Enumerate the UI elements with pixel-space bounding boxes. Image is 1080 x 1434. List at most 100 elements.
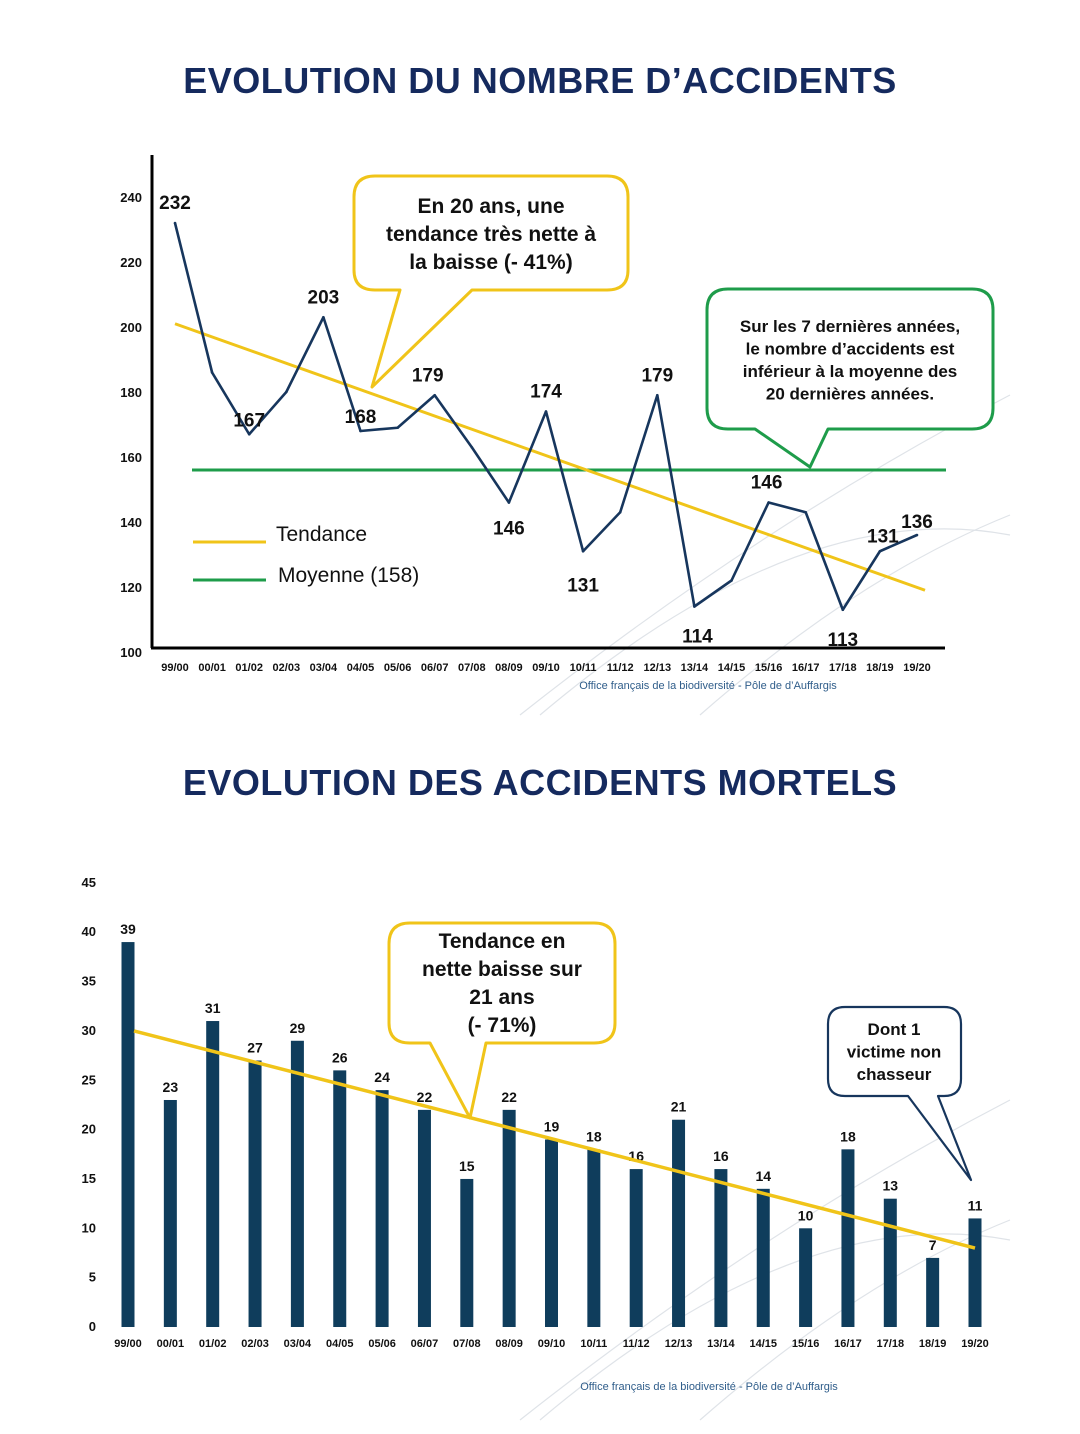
data-point xyxy=(544,410,548,413)
x-tick-label: 08/09 xyxy=(495,662,523,674)
y-tick-label: 35 xyxy=(82,974,96,989)
bar xyxy=(375,1090,389,1327)
x-tick-label: 00/01 xyxy=(157,1338,185,1350)
bar xyxy=(502,1109,516,1327)
data-point xyxy=(693,605,696,608)
data-point xyxy=(285,390,288,394)
bar xyxy=(206,1021,220,1327)
bar-value-label: 18 xyxy=(586,1128,602,1144)
source-note: Office français de la biodiversité - Pôl… xyxy=(580,1381,838,1393)
bar xyxy=(841,1149,855,1327)
bar-value-label: 19 xyxy=(544,1118,560,1134)
bar-value-label: 22 xyxy=(417,1089,433,1105)
x-tick-label: 09/10 xyxy=(538,1338,566,1350)
callout-note-box xyxy=(826,1005,973,1182)
bar-value-label: 24 xyxy=(374,1069,390,1085)
bar-value-label: 7 xyxy=(929,1237,937,1253)
callout-note-text: victime non xyxy=(847,1043,941,1062)
x-tick-label: 12/13 xyxy=(665,1338,693,1350)
bar-value-label: 18 xyxy=(840,1128,856,1144)
data-label: 131 xyxy=(567,575,599,596)
x-tick-label: 02/03 xyxy=(241,1338,269,1350)
data-point xyxy=(396,426,399,430)
data-label: 136 xyxy=(901,512,933,533)
chart1-title: EVOLUTION DU NOMBRE D’ACCIDENTS xyxy=(183,60,897,101)
data-point xyxy=(804,510,807,514)
y-tick-label: 220 xyxy=(120,255,142,270)
y-tick-label: 30 xyxy=(82,1023,96,1038)
bar xyxy=(672,1119,686,1327)
chart2-title: EVOLUTION DES ACCIDENTS MORTELS xyxy=(182,762,898,803)
x-tick-label: 17/18 xyxy=(829,662,857,674)
data-point xyxy=(247,432,251,436)
callout-mean-text: inférieur à la moyenne des xyxy=(743,362,957,381)
trend-line xyxy=(174,322,926,592)
callout-trend-text: tendance très nette à xyxy=(386,223,596,246)
x-tick-label: 14/15 xyxy=(718,662,746,674)
data-point xyxy=(173,221,177,225)
data-label: 146 xyxy=(493,519,525,540)
data-label: 174 xyxy=(530,382,562,403)
data-label: 203 xyxy=(308,287,340,308)
data-label: 131 xyxy=(867,526,899,547)
x-tick-label: 99/00 xyxy=(114,1338,142,1350)
x-tick-label: 11/12 xyxy=(623,1338,650,1350)
x-tick-label: 13/14 xyxy=(707,1338,735,1350)
x-tick-label: 01/02 xyxy=(199,1338,227,1350)
bar-value-label: 11 xyxy=(968,1197,983,1213)
bar xyxy=(460,1178,474,1327)
source-note: Office français de la biodiversité - Pôl… xyxy=(579,680,837,692)
x-tick-label: 11/12 xyxy=(607,662,634,674)
y-tick-label: 100 xyxy=(120,645,142,660)
data-point xyxy=(878,549,882,553)
x-tick-label: 09/10 xyxy=(532,662,560,674)
data-point xyxy=(618,510,622,514)
data-point xyxy=(470,445,474,449)
callout-trend-box xyxy=(352,174,630,389)
data-label: 168 xyxy=(345,407,377,428)
y-tick-label: 0 xyxy=(89,1319,96,1334)
bar xyxy=(629,1169,643,1327)
x-tick-label: 03/04 xyxy=(310,662,338,674)
x-tick-label: 99/00 xyxy=(161,662,189,674)
callout-trend-text: En 20 ans, une xyxy=(417,195,564,218)
x-tick-label: 10/11 xyxy=(570,662,597,674)
x-tick-label: 14/15 xyxy=(749,1338,777,1350)
x-tick-label: 07/08 xyxy=(458,662,486,674)
y-tick-label: 25 xyxy=(82,1072,96,1087)
x-tick-label: 02/03 xyxy=(273,662,301,674)
x-tick-label: 18/19 xyxy=(866,662,894,674)
x-tick-label: 15/16 xyxy=(792,1338,820,1350)
y-tick-label: 40 xyxy=(82,924,96,939)
x-tick-label: 19/20 xyxy=(961,1338,989,1350)
callout-trend-text: (- 71%) xyxy=(468,1014,537,1037)
bar xyxy=(333,1070,347,1327)
x-tick-label: 08/09 xyxy=(495,1338,523,1350)
bar-value-label: 26 xyxy=(332,1049,348,1065)
data-point xyxy=(767,501,770,504)
bar xyxy=(545,1139,558,1327)
data-point xyxy=(841,608,845,612)
y-tick-label: 140 xyxy=(120,515,142,530)
bar-value-label: 22 xyxy=(501,1089,517,1105)
x-tick-label: 13/14 xyxy=(681,662,709,674)
bar xyxy=(756,1188,770,1327)
data-point xyxy=(581,549,585,553)
bar-value-label: 27 xyxy=(247,1040,263,1056)
bar-value-label: 23 xyxy=(163,1079,179,1095)
bar-value-label: 39 xyxy=(120,921,136,937)
x-tick-label: 07/08 xyxy=(453,1338,481,1350)
y-tick-label: 10 xyxy=(82,1220,96,1235)
y-tick-label: 15 xyxy=(82,1171,96,1186)
x-tick-label: 05/06 xyxy=(384,662,412,674)
data-label: 167 xyxy=(233,410,265,431)
background-swoosh-2 xyxy=(539,528,1011,716)
callout-note-text: Dont 1 xyxy=(868,1020,921,1039)
bar xyxy=(799,1228,813,1327)
x-tick-label: 12/13 xyxy=(644,662,672,674)
bar-value-label: 31 xyxy=(205,1000,221,1016)
y-tick-label: 200 xyxy=(120,320,142,335)
data-label: 146 xyxy=(751,473,783,494)
bar xyxy=(163,1099,177,1327)
